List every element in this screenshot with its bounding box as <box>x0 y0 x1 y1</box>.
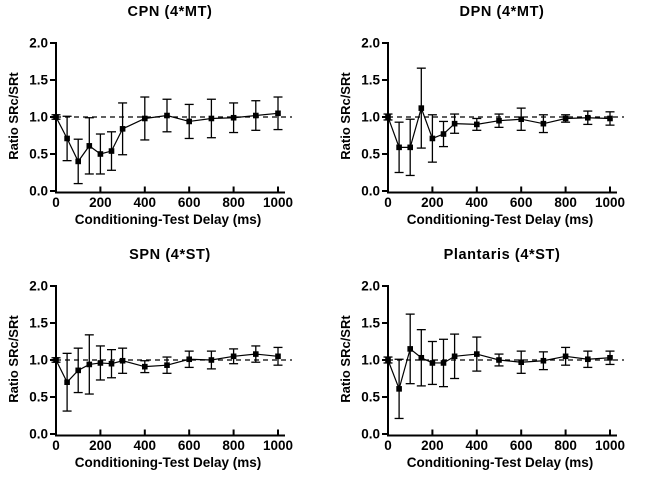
svg-text:1.5: 1.5 <box>361 73 380 88</box>
plot-area: 0.0 0.5 1.0 1.5 2.0 0 200 400 600 800 1000 <box>361 36 625 211</box>
svg-text:800: 800 <box>222 438 245 453</box>
svg-text:2.0: 2.0 <box>361 279 380 294</box>
svg-text:0.0: 0.0 <box>361 427 380 442</box>
panel-plantaris-4st: Plantaris (4*ST) Ratio SRc/SRt 0.0 0.5 1.0… <box>332 243 664 486</box>
svg-text:1000: 1000 <box>595 195 625 210</box>
svg-text:800: 800 <box>554 195 577 210</box>
svg-text:0: 0 <box>384 195 392 210</box>
panel-cpn-4mt: CPN (4*MT) Ratio SRc/SRt 0.0 0.5 1.0 1.5 2.0… <box>0 0 332 243</box>
svg-text:1.0: 1.0 <box>361 110 380 125</box>
panel-spn-4st: SPN (4*ST) Ratio SRc/SRt 0.0 0.5 1.0 1.5 2.0… <box>0 243 332 486</box>
svg-text:200: 200 <box>421 195 444 210</box>
svg-text:0.0: 0.0 <box>29 184 48 199</box>
svg-text:400: 400 <box>466 438 489 453</box>
svg-text:2.0: 2.0 <box>361 36 380 51</box>
panel-title: CPN (4*MT) <box>127 4 213 20</box>
svg-text:0.5: 0.5 <box>29 147 48 162</box>
svg-text:0: 0 <box>52 438 60 453</box>
svg-text:1.5: 1.5 <box>29 316 48 331</box>
svg-text:600: 600 <box>178 195 201 210</box>
svg-text:0: 0 <box>52 195 60 210</box>
panel-title: SPN (4*ST) <box>129 247 211 263</box>
svg-text:0.0: 0.0 <box>361 184 380 199</box>
svg-text:2.0: 2.0 <box>29 36 48 51</box>
x-axis-label: Conditioning-Test Delay (ms) <box>74 212 262 227</box>
svg-text:1000: 1000 <box>263 438 293 453</box>
svg-text:200: 200 <box>89 438 112 453</box>
svg-text:200: 200 <box>421 438 444 453</box>
svg-text:2.0: 2.0 <box>29 279 48 294</box>
svg-text:1000: 1000 <box>263 195 293 210</box>
svg-text:600: 600 <box>510 195 533 210</box>
svg-text:600: 600 <box>178 438 201 453</box>
svg-text:0.5: 0.5 <box>361 390 380 405</box>
svg-text:600: 600 <box>510 438 533 453</box>
svg-text:1.0: 1.0 <box>29 110 48 125</box>
svg-text:0.5: 0.5 <box>29 390 48 405</box>
svg-text:400: 400 <box>466 195 489 210</box>
svg-text:1.0: 1.0 <box>361 353 380 368</box>
svg-text:0: 0 <box>384 438 392 453</box>
svg-text:800: 800 <box>222 195 245 210</box>
plot-area: 0.0 0.5 1.0 1.5 2.0 0 200 400 600 800 1000 <box>361 279 625 454</box>
svg-text:400: 400 <box>134 438 157 453</box>
svg-text:200: 200 <box>89 195 112 210</box>
x-axis-label: Conditioning-Test Delay (ms) <box>406 212 594 227</box>
svg-text:400: 400 <box>134 195 157 210</box>
svg-text:0.5: 0.5 <box>361 147 380 162</box>
x-axis-label: Conditioning-Test Delay (ms) <box>74 455 262 470</box>
svg-text:0.0: 0.0 <box>29 427 48 442</box>
svg-text:1.5: 1.5 <box>361 316 380 331</box>
panel-title: Plantaris (4*ST) <box>443 247 561 263</box>
svg-text:1.5: 1.5 <box>29 73 48 88</box>
svg-text:1000: 1000 <box>595 438 625 453</box>
svg-text:800: 800 <box>554 438 577 453</box>
panel-dpn-4mt: DPN (4*MT) Ratio SRc/SRt 0.0 0.5 1.0 1.5 2.0… <box>332 0 664 243</box>
plot-area: 0.0 0.5 1.0 1.5 2.0 0 200 400 600 800 1000 <box>29 36 293 211</box>
plot-area: 0.0 0.5 1.0 1.5 2.0 0 200 400 600 800 1000 <box>29 279 293 454</box>
svg-text:1.0: 1.0 <box>29 353 48 368</box>
panel-title: DPN (4*MT) <box>459 4 545 20</box>
x-axis-label: Conditioning-Test Delay (ms) <box>406 455 594 470</box>
